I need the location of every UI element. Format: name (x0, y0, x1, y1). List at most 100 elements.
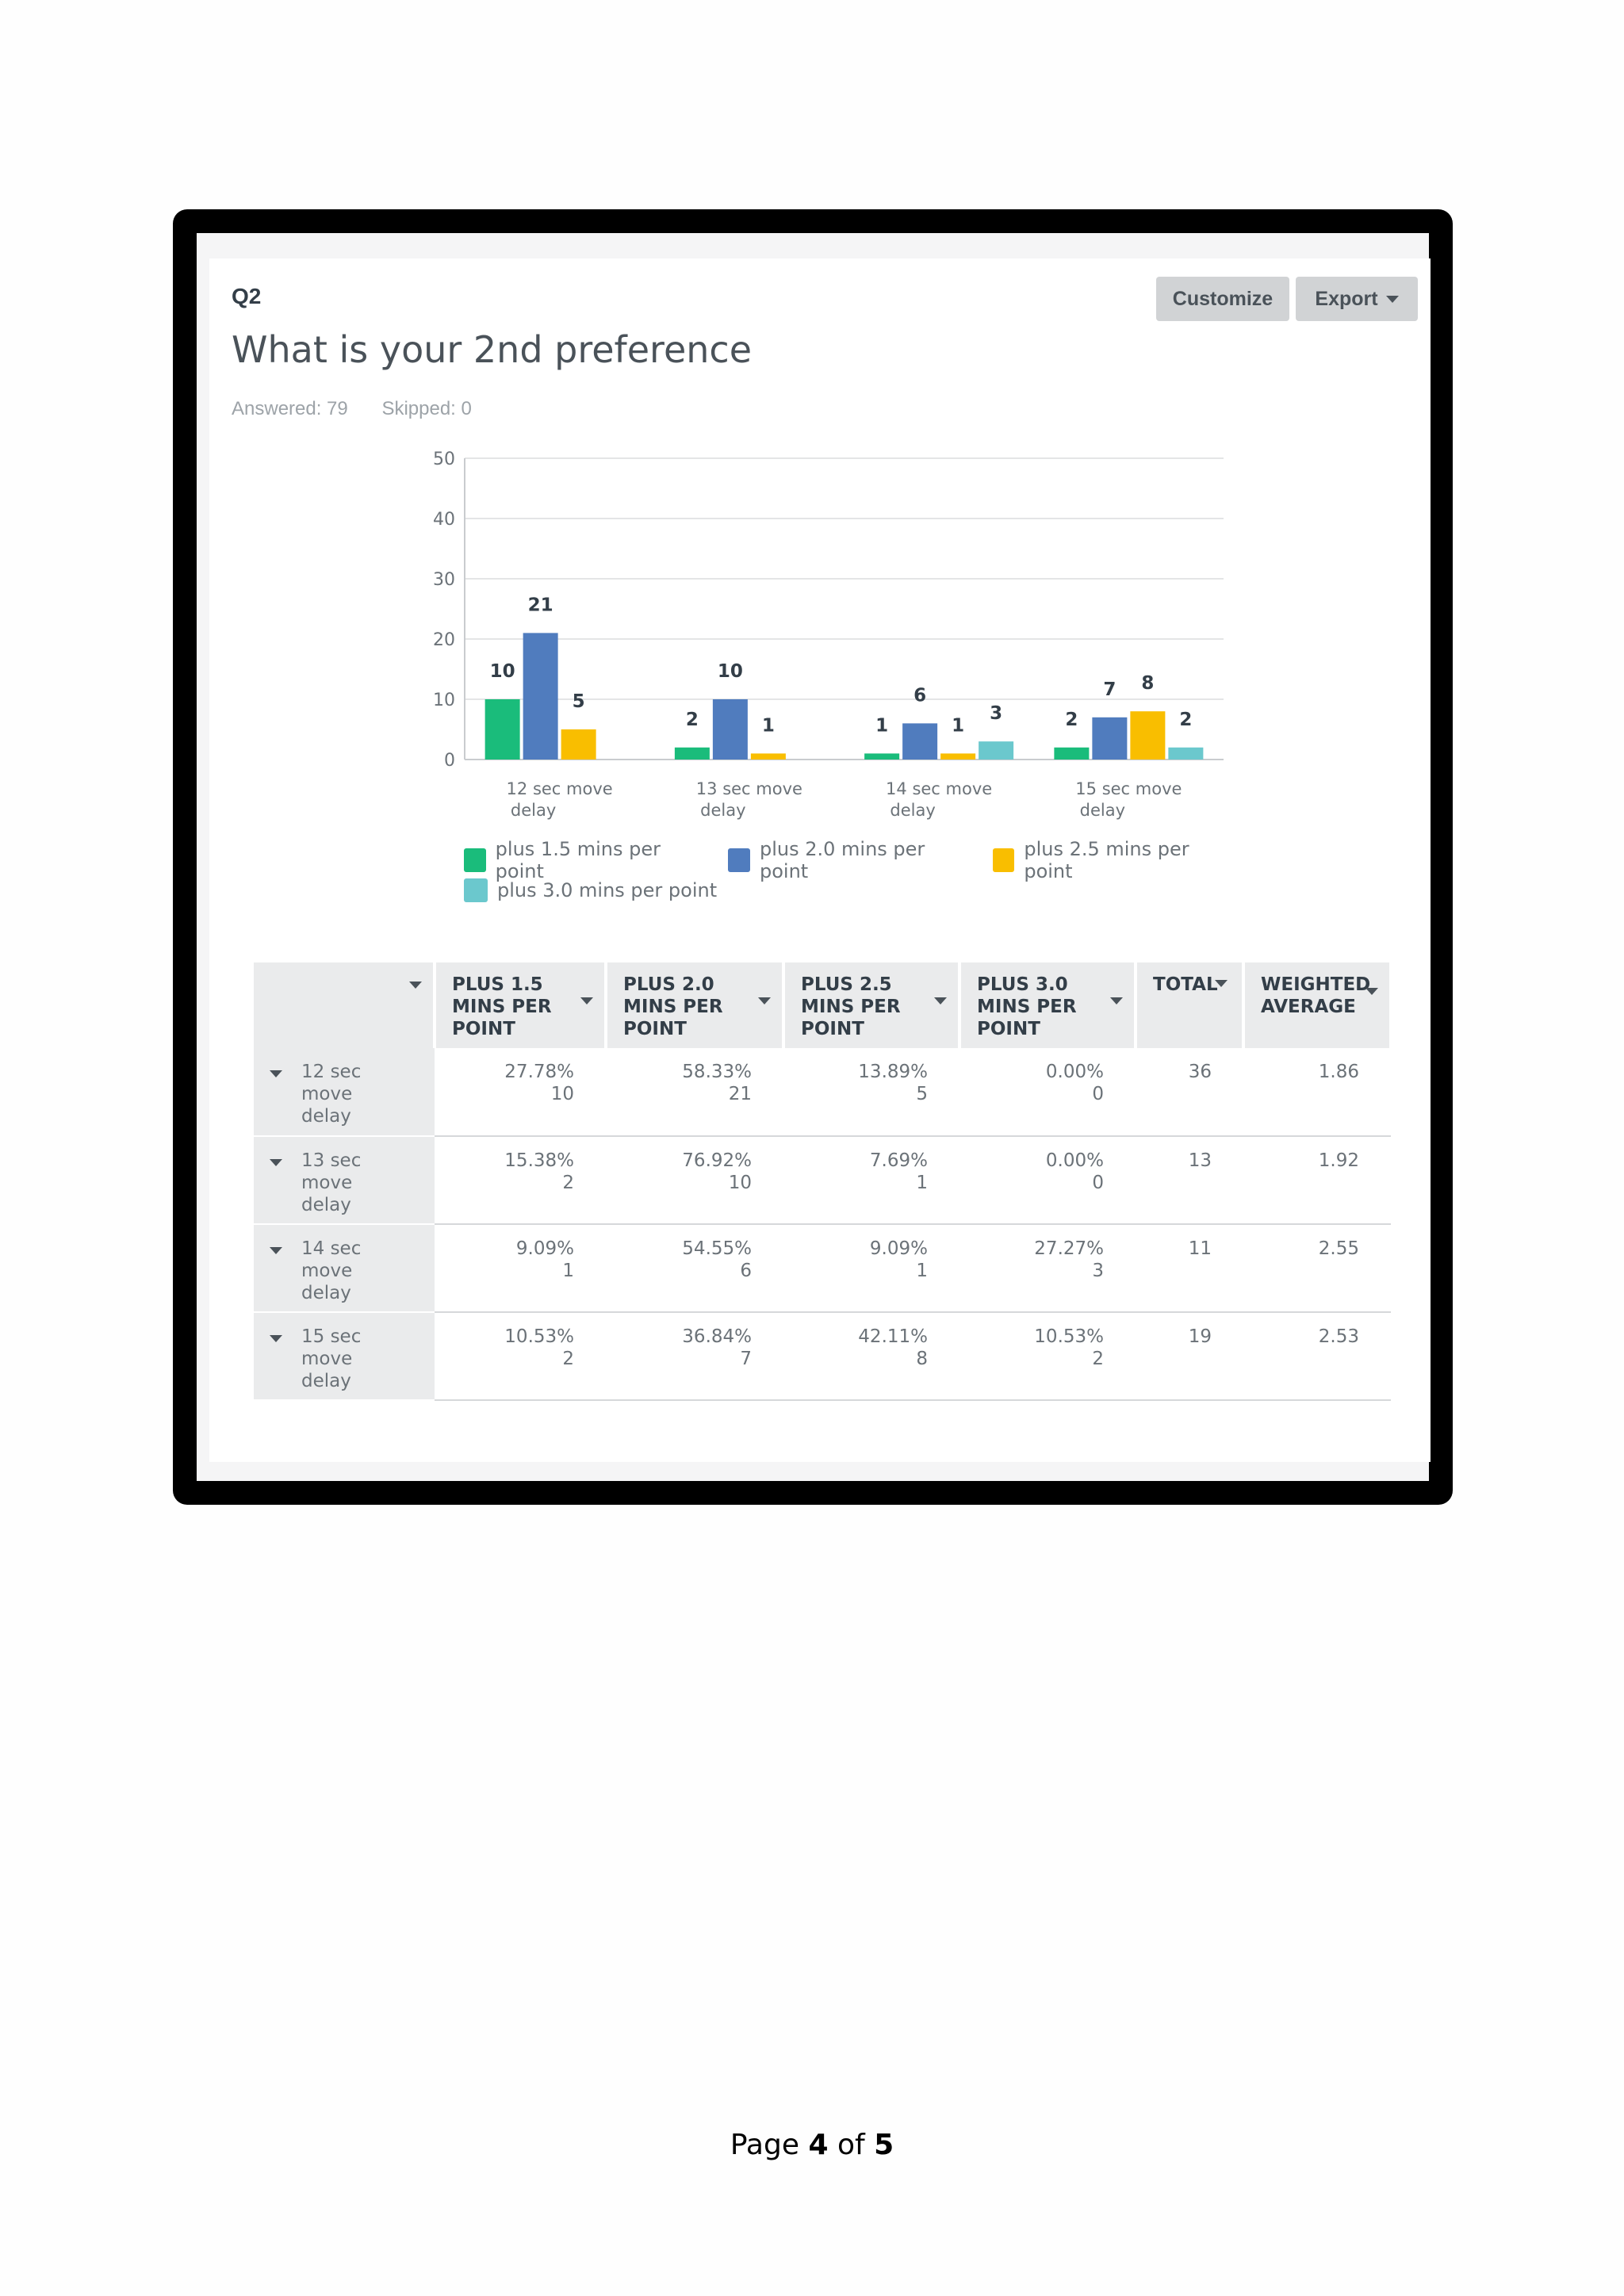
table-cell: 15.38% 2 (435, 1136, 606, 1225)
chart-legend: plus 1.5 mins per point plus 2.0 mins pe… (464, 838, 1257, 905)
total-cell: 19 (1136, 1312, 1243, 1401)
customize-button[interactable]: Customize (1156, 277, 1289, 321)
header-line: POINT (452, 1019, 515, 1039)
row-label-line: 12 sec (301, 1062, 362, 1082)
header-line: PLUS 1.5 (452, 974, 543, 995)
chevron-down-icon (1215, 980, 1228, 987)
page-footer: Page 4 of 5 (0, 2129, 1624, 2161)
x-tick-label: 15 sec move (1075, 779, 1182, 798)
cell-percent: 27.78% (504, 1062, 574, 1082)
bar (485, 699, 520, 760)
legend-item[interactable]: plus 3.0 mins per point (464, 878, 717, 902)
header-line: TOTAL (1153, 974, 1218, 995)
table-cell: 13.89% 5 (783, 1048, 959, 1137)
row-header[interactable]: 15 sec move delay (254, 1312, 435, 1401)
cell-percent: 76.92% (682, 1150, 752, 1171)
row-label-line: delay (301, 1371, 351, 1391)
cell-count: 7 (740, 1349, 752, 1369)
column-header[interactable]: WEIGHTED AVERAGE (1243, 962, 1392, 1048)
cell-percent: 7.69% (869, 1150, 928, 1171)
row-sort-header[interactable] (254, 962, 436, 1048)
row-label-line: delay (301, 1106, 351, 1127)
column-header[interactable]: PLUS 2.5 MINS PER POINT (783, 962, 961, 1048)
bar (561, 729, 596, 760)
row-header[interactable]: 13 sec move delay (254, 1136, 435, 1225)
header-line: MINS PER (623, 997, 723, 1017)
table-cell: 36.84% 7 (606, 1312, 783, 1401)
legend-label: plus 3.0 mins per point (497, 879, 718, 901)
cell-percent: 36.84% (682, 1326, 752, 1347)
data-label: 1 (952, 715, 964, 736)
table-cell: 0.00% 0 (959, 1136, 1136, 1225)
legend-item[interactable]: plus 2.5 mins per point (992, 838, 1227, 882)
header-line: POINT (801, 1019, 864, 1039)
table-row: 12 sec move delay 27.78% 10 58.33% 21 13.89%… (254, 1048, 1391, 1137)
chevron-down-icon (1110, 997, 1123, 1004)
table-row: 15 sec move delay 10.53% 2 36.84% 7 42.11% 8 … (254, 1312, 1391, 1401)
data-label: 10 (718, 661, 743, 682)
x-tick-label: 12 sec move (507, 779, 613, 798)
chevron-down-icon (270, 1247, 282, 1254)
row-label-line: delay (301, 1195, 351, 1215)
bar (902, 723, 938, 760)
bar (940, 753, 976, 760)
bar (750, 753, 786, 760)
data-label: 2 (1065, 710, 1078, 730)
row-header[interactable]: 14 sec move delay (254, 1224, 435, 1313)
header-line: POINT (623, 1019, 687, 1039)
results-table: PLUS 1.5 MINS PER POINT PLUS 2.0 MINS PER PO… (254, 962, 1392, 1401)
cell-percent: 10.53% (1034, 1326, 1104, 1347)
x-tick-label: delay (700, 801, 745, 820)
cell-percent: 58.33% (682, 1062, 752, 1082)
x-tick-label: delay (890, 801, 935, 820)
weighted-average-cell: 2.55 (1243, 1224, 1391, 1313)
header-line: PLUS 3.0 (977, 974, 1068, 995)
cell-count: 3 (1092, 1261, 1104, 1281)
table-cell: 9.09% 1 (783, 1224, 959, 1313)
cell-percent: 42.11% (858, 1326, 928, 1347)
column-header[interactable]: PLUS 3.0 MINS PER POINT (959, 962, 1137, 1048)
data-label: 21 (528, 595, 553, 615)
y-tick-label: 10 (433, 691, 455, 710)
cell-percent: 10.53% (504, 1326, 574, 1347)
chevron-down-icon (934, 997, 947, 1004)
bar (1092, 717, 1128, 760)
cell-count: 2 (1092, 1349, 1104, 1369)
chevron-down-icon (758, 997, 771, 1004)
header-line: WEIGHTED (1261, 974, 1371, 995)
legend-swatch (464, 848, 486, 872)
skipped-count: Skipped: 0 (381, 398, 472, 419)
legend-label: plus 2.0 mins per point (760, 838, 925, 882)
header-line: MINS PER (801, 997, 901, 1017)
table-cell: 27.27% 3 (959, 1224, 1136, 1313)
table-cell: 27.78% 10 (435, 1048, 606, 1137)
column-header[interactable]: PLUS 2.0 MINS PER POINT (606, 962, 785, 1048)
column-header[interactable]: TOTAL (1136, 962, 1245, 1048)
legend-swatch (728, 848, 750, 872)
footer-prefix: Page (730, 2129, 809, 2161)
export-button[interactable]: Export (1296, 277, 1418, 321)
cell-percent: 27.27% (1034, 1238, 1104, 1259)
cell-percent: 9.09% (515, 1238, 574, 1259)
bar (674, 747, 710, 760)
total-pages: 5 (874, 2129, 894, 2161)
table-row: 13 sec move delay 15.38% 2 76.92% 10 7.69% 1 … (254, 1136, 1391, 1225)
y-tick-label: 50 (433, 450, 455, 469)
header-line: PLUS 2.5 (801, 974, 892, 995)
column-header[interactable]: PLUS 1.5 MINS PER POINT (435, 962, 607, 1048)
bar (979, 741, 1014, 760)
cell-count: 2 (562, 1173, 574, 1193)
total-cell: 13 (1136, 1136, 1243, 1225)
data-label: 6 (914, 685, 926, 706)
bar (1054, 747, 1090, 760)
cell-count: 2 (562, 1349, 574, 1369)
table-cell: 42.11% 8 (783, 1312, 959, 1401)
legend-item[interactable]: plus 1.5 mins per point (464, 838, 698, 882)
export-button-label: Export (1315, 287, 1378, 310)
data-label: 2 (686, 710, 699, 730)
x-tick-label: 14 sec move (886, 779, 992, 798)
row-label-line: move (301, 1173, 353, 1193)
legend-item[interactable]: plus 2.0 mins per point (728, 838, 962, 882)
row-header[interactable]: 12 sec move delay (254, 1048, 435, 1137)
